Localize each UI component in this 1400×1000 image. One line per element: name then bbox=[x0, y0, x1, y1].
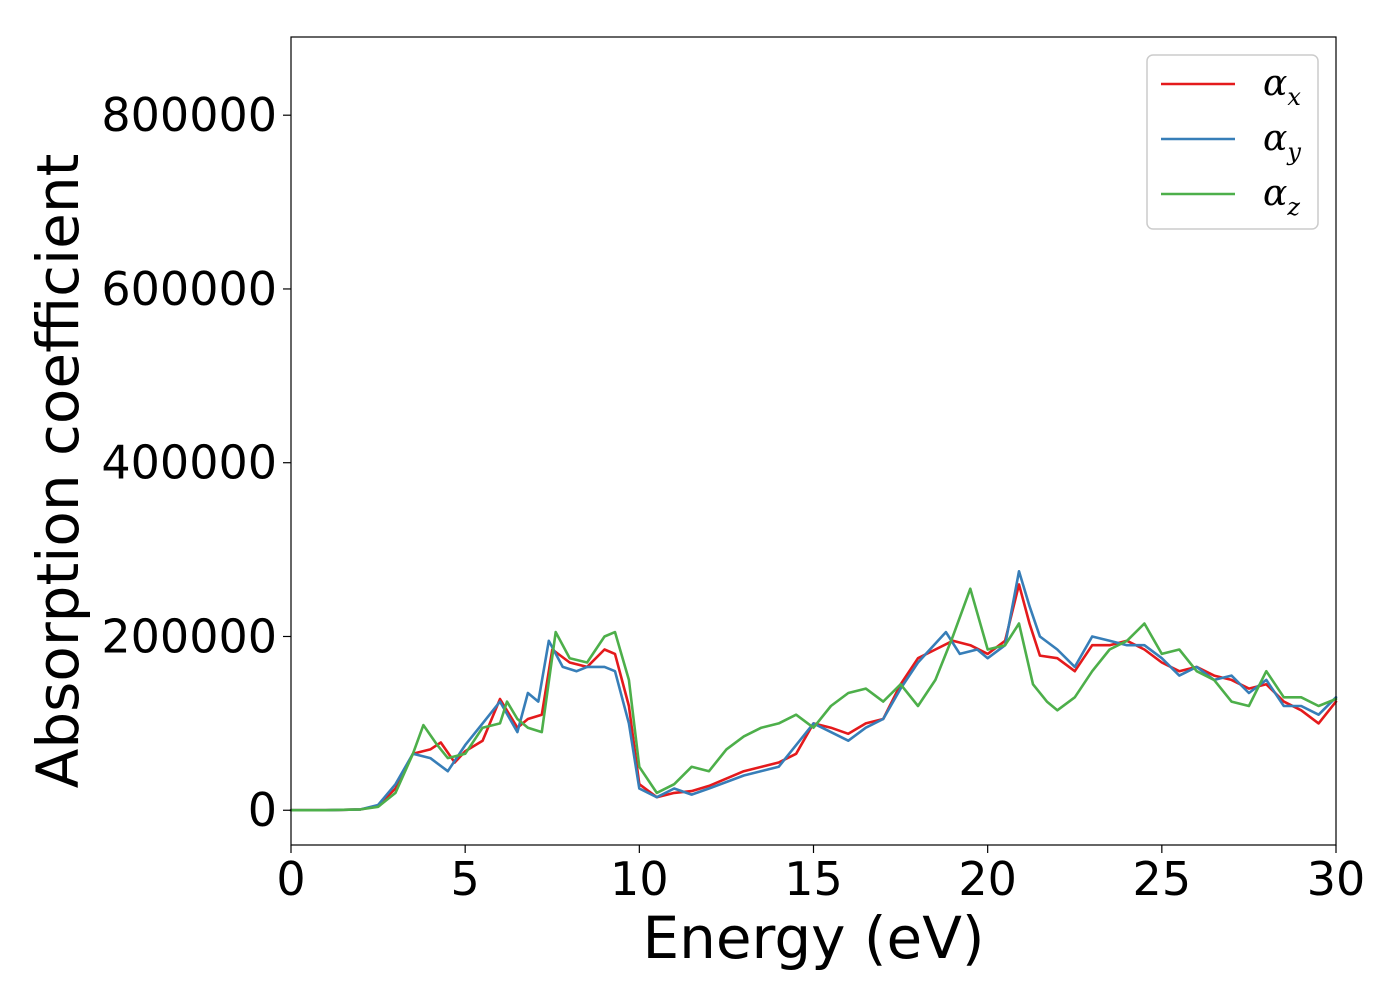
y-tick-label: 0 bbox=[248, 783, 277, 837]
x-tick-label: 15 bbox=[784, 852, 843, 906]
x-tick-label: 25 bbox=[1133, 852, 1192, 906]
legend-box bbox=[1146, 54, 1319, 230]
legend-label-symbol: α bbox=[1263, 118, 1287, 159]
x-axis-ticks: 0 5 10 15 20 25 30 bbox=[276, 845, 1365, 906]
series-line-x bbox=[289, 583, 1338, 812]
legend-label-symbol: α bbox=[1263, 173, 1287, 214]
y-axis-ticks: 0 200000 400000 600000 800000 bbox=[101, 88, 291, 837]
x-tick-label: 10 bbox=[610, 852, 669, 906]
y-axis-label: Absorption coefficient bbox=[24, 154, 92, 789]
y-tick-label: 600000 bbox=[101, 262, 277, 316]
legend-label-x: αx bbox=[1263, 63, 1301, 111]
x-tick-label: 30 bbox=[1307, 852, 1366, 906]
legend-label-symbol: α bbox=[1263, 63, 1287, 104]
y-tick-label: 200000 bbox=[101, 609, 277, 663]
legend-label-subscript: z bbox=[1286, 193, 1300, 221]
series-line-z bbox=[289, 587, 1338, 812]
y-tick-label: 400000 bbox=[101, 436, 277, 490]
legend-label-z: αz bbox=[1263, 173, 1300, 221]
legend-label-subscript: y bbox=[1286, 138, 1301, 166]
plot-lines bbox=[289, 570, 1338, 812]
x-axis-label: Energy (eV) bbox=[642, 904, 984, 972]
series-line-y bbox=[289, 570, 1338, 812]
legend-label-subscript: x bbox=[1287, 83, 1301, 111]
x-tick-label: 5 bbox=[451, 852, 480, 906]
y-tick-label: 800000 bbox=[101, 88, 277, 142]
x-tick-label: 20 bbox=[958, 852, 1017, 906]
x-tick-label: 0 bbox=[276, 852, 305, 906]
legend-label-y: αy bbox=[1263, 118, 1301, 166]
